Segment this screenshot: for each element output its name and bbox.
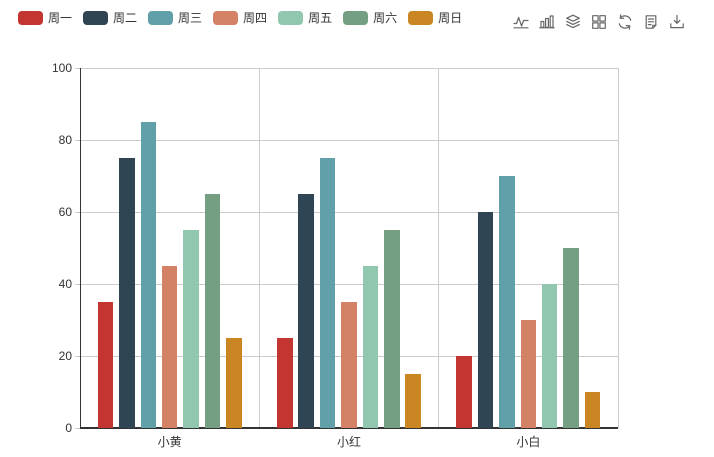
- tiled-icon[interactable]: [591, 14, 607, 30]
- y-axis-tick: [75, 67, 80, 69]
- legend-item[interactable]: 周二: [83, 11, 137, 25]
- bar[interactable]: [204, 194, 221, 428]
- bar[interactable]: [298, 194, 314, 428]
- gridline-vertical: [617, 68, 619, 428]
- legend-item[interactable]: 周三: [148, 11, 202, 25]
- bar[interactable]: [277, 338, 293, 428]
- legend-label: 周四: [243, 11, 268, 25]
- bar-chart-icon[interactable]: [539, 14, 555, 30]
- legend-label: 周六: [373, 11, 398, 25]
- legend-swatch-icon: [213, 11, 239, 25]
- bar[interactable]: [341, 302, 357, 428]
- bar[interactable]: [226, 338, 242, 428]
- stack-icon[interactable]: [565, 14, 581, 30]
- bar[interactable]: [183, 230, 199, 428]
- x-axis-category-label: 小红: [336, 435, 361, 449]
- y-axis-tick-label: 60: [58, 205, 72, 219]
- legend-item[interactable]: 周六: [343, 11, 397, 25]
- gridline-horizontal: [80, 211, 618, 213]
- x-axis-category-label: 小黄: [157, 435, 182, 449]
- bar[interactable]: [161, 266, 178, 428]
- data-view-icon[interactable]: [643, 14, 659, 30]
- bar[interactable]: [477, 212, 494, 428]
- y-axis-tick: [75, 355, 80, 357]
- gridline-horizontal: [80, 283, 618, 285]
- bar[interactable]: [499, 176, 515, 428]
- bar[interactable]: [140, 122, 157, 428]
- bar[interactable]: [541, 284, 558, 428]
- bar[interactable]: [384, 230, 400, 428]
- download-icon[interactable]: [669, 14, 685, 30]
- legend-swatch-icon: [148, 11, 174, 25]
- y-axis-tick-label: 20: [58, 349, 72, 363]
- gridline-vertical: [258, 68, 260, 428]
- toolbox: [503, 14, 685, 30]
- legend-swatch-icon: [18, 11, 43, 25]
- line-chart-icon[interactable]: [513, 14, 529, 30]
- y-axis-tick: [75, 427, 80, 429]
- bar[interactable]: [584, 392, 601, 428]
- y-axis-tick-label: 0: [65, 421, 72, 435]
- bar[interactable]: [520, 320, 537, 428]
- legend-swatch-icon: [408, 11, 434, 25]
- y-axis-tick: [75, 139, 80, 141]
- bar[interactable]: [119, 158, 135, 428]
- x-axis-line: [80, 427, 618, 429]
- x-axis-category-label: 小白: [516, 435, 541, 449]
- gridline-horizontal: [80, 139, 618, 141]
- y-axis-tick-label: 40: [58, 277, 72, 291]
- legend-swatch-icon: [343, 11, 369, 25]
- y-axis-tick: [75, 211, 80, 213]
- gridline-horizontal: [80, 67, 618, 69]
- legend-swatch-icon: [278, 11, 304, 25]
- legend-label: 周日: [438, 11, 463, 25]
- bar[interactable]: [362, 266, 379, 428]
- y-axis-tick: [75, 283, 80, 285]
- bar[interactable]: [405, 374, 421, 428]
- bar[interactable]: [97, 302, 114, 428]
- gridline-vertical: [438, 68, 440, 428]
- bar[interactable]: [319, 158, 336, 428]
- legend-label: 周一: [48, 11, 73, 25]
- legend-swatch-icon: [83, 11, 109, 25]
- legend-label: 周三: [178, 11, 203, 25]
- bar[interactable]: [563, 248, 579, 428]
- y-axis-line: [80, 68, 81, 428]
- legend-item[interactable]: 周日: [408, 11, 462, 25]
- bar[interactable]: [456, 356, 472, 428]
- y-axis-tick-label: 80: [58, 133, 72, 147]
- legend: 周一 周二 周三 周四 周五 周六 周日: [18, 11, 473, 25]
- restore-icon[interactable]: [617, 14, 633, 30]
- legend-item[interactable]: 周四: [213, 11, 267, 25]
- y-axis-tick-label: 100: [51, 61, 72, 75]
- legend-item[interactable]: 周五: [278, 11, 332, 25]
- legend-item[interactable]: 周一: [18, 11, 72, 25]
- legend-label: 周二: [113, 11, 138, 25]
- legend-label: 周五: [308, 11, 333, 25]
